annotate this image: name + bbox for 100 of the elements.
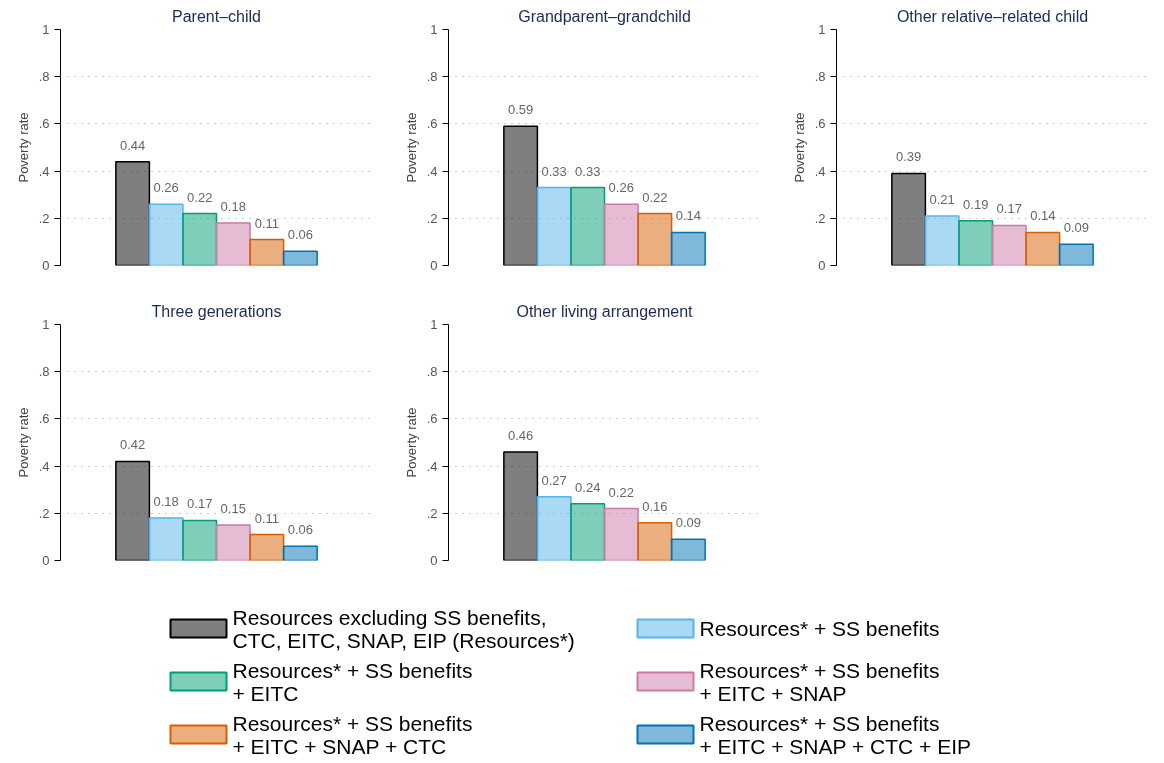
- y-tick-label: .8: [38, 69, 50, 85]
- bar: [182, 519, 218, 561]
- bar: [503, 451, 539, 561]
- data-label: 0.24: [575, 479, 601, 495]
- y-tick-label: .4: [426, 163, 438, 179]
- bar: [282, 250, 318, 266]
- data-label: 0.17: [187, 496, 213, 512]
- legend-label: Resources* + SS benefits: [699, 617, 940, 640]
- data-label: 0.15: [220, 501, 246, 517]
- y-tick-label: .2: [38, 210, 50, 226]
- data-label: 0.26: [153, 180, 179, 196]
- data-label: 0.33: [575, 163, 601, 179]
- y-tick-label: 0: [42, 258, 50, 273]
- legend-label: Resources* + SS benefits + EITC + SNAP + CTC + EIP: [699, 711, 972, 758]
- data-label: 0.17: [996, 201, 1022, 217]
- y-tick-label: 1: [42, 317, 50, 332]
- data-label: 0.46: [507, 427, 534, 443]
- y-tick-label: .2: [426, 505, 438, 521]
- y-tick-label: 1: [430, 317, 438, 332]
- y-tick-label: 0: [818, 258, 826, 273]
- y-tick-label: .8: [814, 69, 826, 85]
- data-label: 0.22: [187, 189, 213, 205]
- y-axis-title: Poverty rate: [15, 407, 31, 478]
- y-tick-label: .4: [38, 163, 50, 179]
- bar: [570, 186, 606, 266]
- bar: [670, 538, 706, 561]
- bar: [958, 219, 994, 266]
- data-label: 0.09: [675, 515, 702, 531]
- bar: [637, 212, 673, 266]
- bar: [249, 238, 285, 266]
- data-label: 0.06: [287, 227, 314, 243]
- data-label: 0.22: [608, 484, 634, 500]
- chart-title: Grandparent–grandchild: [518, 7, 691, 25]
- y-tick-label: .2: [38, 505, 50, 521]
- data-label: 0.06: [287, 522, 314, 538]
- y-tick-label: .4: [814, 163, 826, 179]
- data-label: 0.18: [153, 494, 179, 510]
- chart-title: Other living arrangement: [516, 302, 694, 320]
- bar: [924, 215, 960, 266]
- y-axis-title: Poverty rate: [15, 112, 31, 183]
- data-label: 0.42: [119, 437, 146, 453]
- data-label: 0.14: [1030, 208, 1056, 224]
- data-label: 0.33: [541, 163, 567, 179]
- y-tick-label: 1: [430, 22, 438, 37]
- y-tick-label: .6: [38, 116, 50, 132]
- y-tick-label: .6: [38, 411, 50, 427]
- bar: [637, 521, 673, 561]
- chart-title: Parent–child: [172, 7, 261, 25]
- bar: [570, 503, 606, 561]
- bar: [536, 186, 572, 266]
- legend-label: Resources* + SS benefits + EITC + SNAP: [699, 658, 940, 705]
- y-tick-label: .2: [814, 210, 826, 226]
- y-tick-label: 1: [42, 22, 50, 37]
- bar: [991, 224, 1027, 266]
- y-tick-label: .6: [426, 411, 438, 427]
- bar: [182, 212, 218, 266]
- bar: [603, 203, 639, 266]
- y-tick-label: .8: [38, 364, 50, 380]
- bar: [1058, 243, 1094, 266]
- legend-label: Resources* + SS benefits + EITC: [232, 658, 473, 705]
- y-tick-label: .6: [814, 116, 826, 132]
- y-tick-label: 1: [818, 22, 826, 37]
- y-tick-label: 0: [430, 553, 438, 568]
- legend-label: Resources excluding SS benefits, CTC, EITC, SNAP, EIP (Resources*): [232, 605, 575, 652]
- bar: [536, 496, 572, 561]
- chart-title: Other relative–related child: [896, 7, 1089, 25]
- data-label: 0.44: [119, 137, 146, 153]
- bar: [148, 203, 184, 266]
- data-label: 0.11: [254, 215, 279, 231]
- data-label: 0.19: [963, 196, 989, 212]
- y-tick-label: .4: [426, 458, 438, 474]
- data-label: 0.09: [1063, 220, 1090, 236]
- legend-label: Resources* + SS benefits + EITC + SNAP + CTC: [232, 711, 473, 758]
- data-label: 0.11: [254, 510, 279, 526]
- data-label: 0.21: [929, 191, 955, 207]
- y-tick-label: .6: [426, 116, 438, 132]
- bar: [670, 231, 706, 266]
- bar: [603, 507, 639, 561]
- data-label: 0.14: [675, 208, 702, 224]
- bar: [215, 222, 251, 266]
- data-label: 0.18: [220, 199, 246, 215]
- data-label: 0.59: [507, 102, 534, 118]
- y-tick-label: 0: [430, 258, 438, 273]
- data-label: 0.22: [642, 189, 668, 205]
- bar: [249, 533, 285, 561]
- bar: [115, 460, 151, 561]
- y-tick-label: 0: [42, 553, 50, 568]
- data-label: 0.26: [608, 180, 634, 196]
- bar: [115, 160, 151, 266]
- y-axis-title: Poverty rate: [403, 112, 419, 183]
- bar: [891, 172, 927, 266]
- bar: [1025, 231, 1061, 266]
- y-tick-label: .4: [38, 458, 50, 474]
- data-label: 0.16: [642, 498, 668, 514]
- y-tick-label: .8: [426, 69, 438, 85]
- bar: [215, 524, 251, 561]
- bar: [148, 517, 184, 561]
- y-axis-title: Poverty rate: [791, 112, 807, 183]
- y-tick-label: .2: [426, 210, 438, 226]
- bar: [282, 545, 318, 561]
